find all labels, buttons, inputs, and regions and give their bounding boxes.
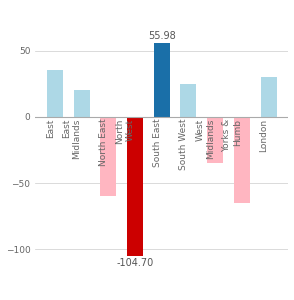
Bar [260,77,277,117]
Text: East: East [46,119,55,138]
Text: West
Midlands: West Midlands [196,119,215,159]
Text: London: London [260,119,269,152]
Text: Yorks &
Humb: Yorks & Humb [223,119,242,152]
Bar [100,117,116,196]
Text: North East: North East [99,119,108,167]
Text: -104.70: -104.70 [116,258,153,268]
Text: South West: South West [179,119,188,170]
Text: North
West: North West [116,119,135,144]
Bar [234,117,250,203]
Text: 55.98: 55.98 [148,31,176,40]
Bar [207,117,223,163]
Bar [181,84,196,117]
Bar [47,70,63,117]
Bar [74,90,90,117]
Text: South East: South East [153,119,162,167]
Bar [127,117,143,256]
Text: East
Midlands: East Midlands [62,119,81,159]
Bar [154,43,170,117]
